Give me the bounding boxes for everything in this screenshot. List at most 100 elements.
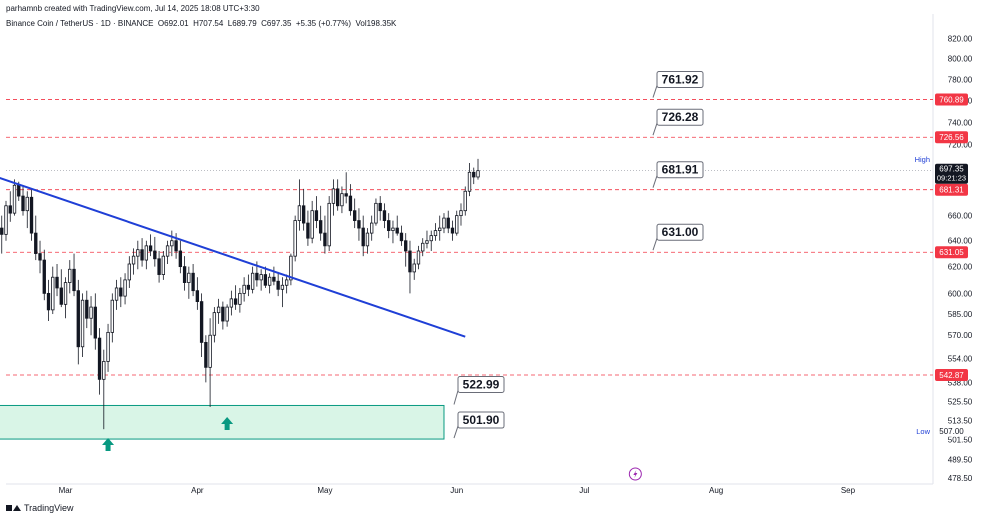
candle-body[interactable]	[17, 184, 21, 197]
symbol-title[interactable]: Binance Coin / TetherUS · 1D · BINANCE	[6, 19, 154, 28]
candle-body[interactable]	[297, 205, 302, 221]
candle-body[interactable]	[255, 272, 259, 281]
footer-brand[interactable]: TradingView	[24, 503, 74, 513]
support-zone[interactable]	[0, 404, 445, 440]
candle-body[interactable]	[144, 245, 149, 261]
candle-body[interactable]	[412, 263, 416, 273]
candle-body[interactable]	[450, 227, 455, 234]
candle-body[interactable]	[293, 220, 297, 257]
candle-body[interactable]	[272, 276, 276, 282]
level-callout-label-box[interactable]	[656, 223, 704, 241]
candle-body[interactable]	[140, 249, 144, 261]
candle-body[interactable]	[148, 245, 153, 252]
candle-body[interactable]	[4, 205, 8, 235]
candle-body[interactable]	[165, 245, 170, 257]
candle-body[interactable]	[76, 290, 80, 348]
candle-body[interactable]	[212, 312, 217, 336]
candle-body[interactable]	[476, 170, 480, 178]
candle-body[interactable]	[336, 188, 340, 207]
level-callout-label-box[interactable]	[656, 108, 704, 126]
candle-body[interactable]	[182, 266, 187, 283]
candle-body[interactable]	[442, 217, 446, 229]
candle-body[interactable]	[259, 274, 263, 281]
candle-body[interactable]	[472, 171, 476, 178]
candle-body[interactable]	[127, 263, 131, 281]
candle-body[interactable]	[344, 193, 348, 197]
candle-body[interactable]	[229, 298, 234, 308]
candle-body[interactable]	[331, 188, 336, 204]
candle-body[interactable]	[80, 299, 85, 348]
candle-body[interactable]	[365, 232, 370, 247]
candle-body[interactable]	[68, 268, 72, 283]
candle-body[interactable]	[357, 220, 361, 229]
candle-body[interactable]	[85, 299, 89, 319]
candle-body[interactable]	[119, 287, 123, 297]
candle-body[interactable]	[157, 258, 161, 275]
candle-body[interactable]	[174, 240, 178, 252]
candle-body[interactable]	[263, 274, 268, 286]
candle-body[interactable]	[242, 284, 246, 294]
candle-body[interactable]	[21, 195, 25, 212]
candle-body[interactable]	[446, 217, 450, 229]
candle-body[interactable]	[187, 272, 191, 283]
candle-body[interactable]	[34, 232, 38, 254]
candle-body[interactable]	[221, 306, 225, 322]
candle-body[interactable]	[433, 230, 438, 237]
candle-body[interactable]	[301, 205, 306, 224]
candle-body[interactable]	[38, 253, 42, 261]
trendline[interactable]	[0, 176, 466, 338]
candle-body[interactable]	[216, 306, 221, 314]
candle-body[interactable]	[204, 342, 208, 368]
candle-body[interactable]	[131, 255, 136, 265]
candle-body[interactable]	[178, 250, 183, 268]
candle-body[interactable]	[267, 276, 272, 286]
candle-body[interactable]	[429, 235, 433, 242]
candle-body[interactable]	[195, 290, 200, 302]
candle-body[interactable]	[72, 268, 76, 292]
candle-body[interactable]	[276, 280, 280, 290]
candle-body[interactable]	[8, 205, 12, 214]
candle-body[interactable]	[438, 227, 442, 231]
candle-body[interactable]	[246, 284, 251, 290]
candle-body[interactable]	[387, 220, 391, 231]
candle-body[interactable]	[89, 306, 93, 319]
candle-body[interactable]	[348, 195, 353, 212]
zone-bottom-callout-label-box[interactable]	[457, 411, 505, 429]
candle-body[interactable]	[459, 210, 463, 217]
candle-body[interactable]	[391, 227, 395, 231]
candle-body[interactable]	[284, 279, 289, 286]
level-callout-label-box[interactable]	[656, 71, 704, 89]
candle-body[interactable]	[455, 215, 459, 234]
candle-body[interactable]	[191, 272, 195, 292]
candle-body[interactable]	[323, 232, 327, 247]
candle-body[interactable]	[97, 337, 102, 380]
candle-body[interactable]	[467, 171, 472, 192]
candle-body[interactable]	[374, 202, 378, 224]
candle-body[interactable]	[225, 306, 229, 322]
candle-body[interactable]	[340, 193, 344, 207]
candle-body[interactable]	[42, 259, 46, 294]
candle-body[interactable]	[370, 222, 374, 234]
candle-body[interactable]	[318, 220, 323, 234]
candle-body[interactable]	[408, 250, 412, 273]
candle-body[interactable]	[463, 190, 467, 212]
candle-body[interactable]	[395, 227, 399, 234]
candle-body[interactable]	[59, 287, 63, 305]
candle-body[interactable]	[63, 282, 68, 305]
candle-body[interactable]	[306, 222, 310, 239]
candle-body[interactable]	[199, 301, 204, 343]
candle-body[interactable]	[161, 255, 166, 275]
candle-body[interactable]	[123, 279, 127, 297]
candle-body[interactable]	[106, 331, 110, 362]
candle-body[interactable]	[102, 361, 106, 380]
candle-body[interactable]	[399, 232, 404, 242]
candle-body[interactable]	[425, 240, 429, 244]
candle-body[interactable]	[51, 276, 55, 311]
candle-body[interactable]	[289, 255, 293, 281]
candle-body[interactable]	[114, 287, 119, 301]
candle-body[interactable]	[238, 292, 242, 305]
candle-body[interactable]	[55, 276, 59, 289]
candle-body[interactable]	[136, 249, 140, 257]
candle-body[interactable]	[314, 210, 319, 221]
